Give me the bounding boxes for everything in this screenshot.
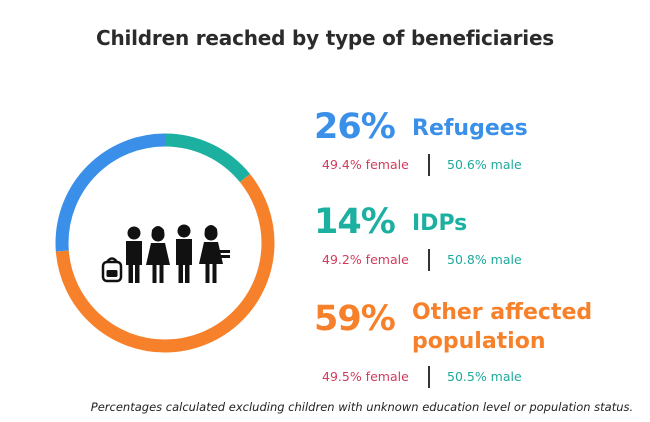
footnote: Percentages calculated excluding childre… (90, 400, 634, 414)
idps-percent: 14% (314, 202, 396, 242)
idps-male: 50.8% male (447, 252, 522, 267)
other-label-line-2: population (412, 329, 546, 354)
refugees-label: Refugees (412, 116, 528, 141)
girl-with-books-icon (199, 225, 230, 283)
donut-segment-refugees (55, 133, 275, 353)
other-percent: 59% (314, 299, 396, 339)
other-male: 50.5% male (447, 369, 522, 384)
idps-divider (428, 249, 430, 271)
refugees-male: 50.6% male (447, 157, 522, 172)
children-group-icon (101, 224, 230, 283)
girl-figure-icon (146, 226, 170, 283)
idps-label: IDPs (412, 211, 468, 236)
backpack-icon (101, 257, 123, 283)
refugees-female: 49.4% female (322, 157, 409, 172)
donut-chart (50, 128, 280, 358)
chart-title: Children reached by type of beneficiarie… (95, 26, 555, 50)
idps-female: 49.2% female (322, 252, 409, 267)
boy-figure-icon-2 (176, 224, 192, 283)
donut-segment-other-affected-population (55, 133, 275, 353)
refugees-divider (428, 154, 430, 176)
boy-figure-icon (126, 226, 142, 283)
other-female: 49.5% female (322, 369, 409, 384)
refugees-percent: 26% (314, 107, 396, 147)
other-label-line-1: Other affected (412, 300, 593, 325)
donut-svg (55, 133, 275, 353)
other-divider (428, 366, 430, 388)
